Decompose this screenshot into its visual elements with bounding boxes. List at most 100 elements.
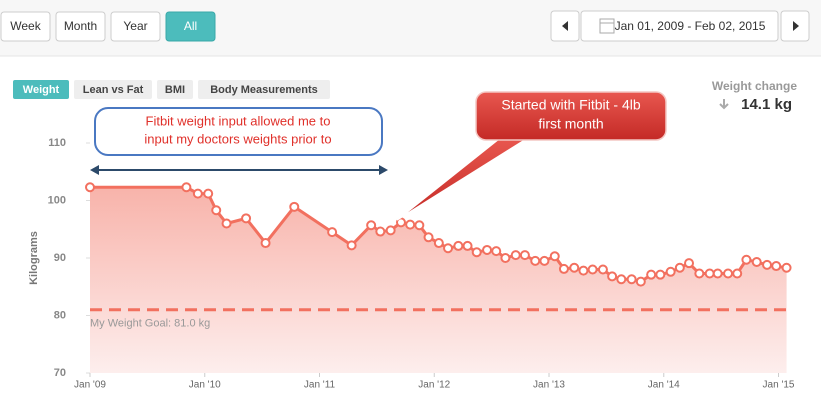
point[interactable] bbox=[549, 251, 560, 262]
point[interactable] bbox=[558, 263, 569, 274]
point[interactable] bbox=[751, 257, 762, 268]
calendar-icon bbox=[599, 18, 615, 34]
point[interactable] bbox=[482, 244, 493, 255]
point[interactable] bbox=[519, 250, 530, 261]
range-button[interactable] bbox=[0, 11, 51, 42]
point[interactable] bbox=[327, 227, 338, 238]
y-tick-label: 70 bbox=[54, 367, 66, 379]
point[interactable] bbox=[221, 218, 232, 229]
tab-label: Body Measurements bbox=[210, 84, 318, 96]
point[interactable] bbox=[289, 201, 300, 212]
tab-label: Lean vs Fat bbox=[83, 84, 144, 96]
x-tick-label: Jan '14 bbox=[648, 380, 680, 391]
point[interactable] bbox=[704, 268, 715, 279]
x-tick-label: Jan '12 bbox=[418, 380, 450, 391]
point[interactable] bbox=[597, 264, 608, 275]
point[interactable] bbox=[723, 268, 734, 279]
point[interactable] bbox=[626, 274, 637, 285]
point[interactable] bbox=[712, 268, 723, 279]
range-button-label: Year bbox=[123, 19, 147, 33]
weight-change-value: 14.1 kg bbox=[741, 96, 792, 113]
point[interactable] bbox=[462, 240, 473, 251]
point[interactable] bbox=[453, 240, 464, 251]
point[interactable] bbox=[192, 188, 203, 199]
y-axis-title: Kilograms bbox=[28, 231, 40, 285]
note-annotation: Fitbit weight input allowed me to input … bbox=[90, 107, 388, 175]
down-arrow bbox=[719, 99, 729, 110]
point[interactable] bbox=[433, 238, 444, 249]
point[interactable] bbox=[423, 232, 434, 243]
point[interactable] bbox=[471, 247, 482, 258]
x-tick-label: Jan '09 bbox=[74, 380, 106, 391]
point[interactable] bbox=[655, 269, 666, 280]
point[interactable] bbox=[443, 243, 454, 254]
point[interactable] bbox=[539, 255, 550, 266]
tab[interactable] bbox=[157, 80, 193, 99]
point[interactable] bbox=[346, 240, 357, 251]
range-button[interactable] bbox=[55, 11, 106, 42]
point[interactable] bbox=[203, 188, 214, 199]
point[interactable] bbox=[781, 262, 792, 273]
weight-change-label: Weight change bbox=[712, 79, 797, 93]
point[interactable] bbox=[635, 276, 646, 287]
point[interactable] bbox=[587, 264, 598, 275]
range-button-label: All bbox=[184, 19, 197, 33]
note-line: Fitbit weight input allowed me to bbox=[146, 113, 331, 128]
point[interactable] bbox=[414, 220, 425, 231]
point[interactable] bbox=[491, 246, 502, 257]
point[interactable] bbox=[741, 254, 752, 265]
point[interactable] bbox=[694, 268, 705, 279]
callout-line: Started with Fitbit - 4lb bbox=[501, 97, 640, 113]
point[interactable] bbox=[607, 271, 618, 282]
range-button[interactable] bbox=[165, 11, 216, 42]
tab[interactable] bbox=[13, 80, 69, 99]
tab[interactable] bbox=[74, 80, 152, 99]
plot: 70 80 90 100 110 Jan '09 Jan '10 Jan '11 Jan '12… bbox=[48, 137, 795, 391]
point[interactable] bbox=[500, 253, 511, 263]
tab[interactable] bbox=[198, 80, 330, 99]
point[interactable] bbox=[241, 213, 252, 224]
point[interactable] bbox=[181, 182, 192, 193]
prev-icon bbox=[562, 21, 568, 31]
point[interactable] bbox=[771, 261, 782, 272]
point[interactable] bbox=[665, 266, 676, 277]
x-tick-label: Jan '11 bbox=[304, 380, 336, 391]
point[interactable] bbox=[366, 220, 377, 231]
y-tick-label: 80 bbox=[54, 309, 66, 321]
point[interactable] bbox=[732, 268, 743, 279]
point[interactable] bbox=[762, 259, 773, 270]
x-tick-label: Jan '13 bbox=[533, 380, 565, 391]
point[interactable] bbox=[405, 219, 416, 230]
y-tick-label: 90 bbox=[54, 252, 66, 264]
date-range: Jan 01, 2009 - Feb 02, 2015 bbox=[615, 19, 766, 33]
point[interactable] bbox=[569, 262, 580, 273]
date-box[interactable] bbox=[580, 10, 779, 42]
point[interactable] bbox=[684, 258, 695, 269]
point[interactable] bbox=[616, 274, 627, 285]
point[interactable] bbox=[375, 226, 386, 237]
point[interactable] bbox=[85, 182, 95, 193]
range-button[interactable] bbox=[110, 11, 161, 42]
point[interactable] bbox=[260, 238, 271, 249]
point[interactable] bbox=[385, 225, 396, 236]
x-tick-label: Jan '15 bbox=[763, 380, 795, 391]
point[interactable] bbox=[530, 255, 541, 266]
point[interactable] bbox=[578, 265, 589, 276]
note-box bbox=[94, 107, 383, 156]
point[interactable] bbox=[646, 269, 657, 280]
callout-annotation: Started with Fitbit - 4lb first month bbox=[396, 91, 667, 221]
tab-label: BMI bbox=[165, 84, 185, 96]
note-line: input my doctors weights prior to bbox=[144, 131, 331, 146]
y-tick-label: 100 bbox=[48, 194, 66, 206]
point[interactable] bbox=[674, 262, 685, 273]
x-tick-label: Jan '10 bbox=[189, 380, 221, 391]
next-icon bbox=[793, 21, 799, 31]
area bbox=[90, 187, 787, 373]
range-button-label: Month bbox=[64, 19, 97, 33]
callout-pointer bbox=[396, 137, 531, 221]
goal-label: My Weight Goal: 81.0 kg bbox=[90, 318, 210, 330]
point[interactable] bbox=[211, 205, 222, 216]
point[interactable] bbox=[510, 250, 521, 261]
